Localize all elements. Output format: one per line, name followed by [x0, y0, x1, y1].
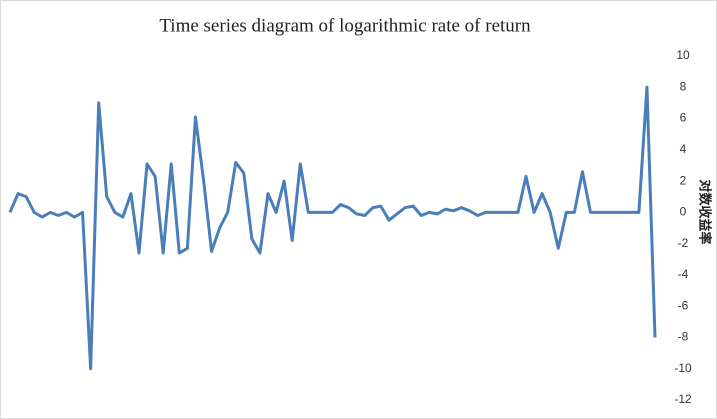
y-tick-label: -4 [678, 267, 689, 281]
y-tick-label: 0 [680, 205, 687, 219]
y-tick-label: -2 [678, 236, 689, 250]
y-tick-label: -10 [674, 361, 692, 375]
y-axis-label: 对数收益率 [697, 179, 713, 244]
y-tick-label: -6 [678, 298, 689, 312]
y-tick-label: 10 [676, 48, 690, 62]
y-tick-label: -8 [678, 330, 689, 344]
y-tick-label: 6 [680, 111, 687, 125]
y-tick-label: 8 [680, 79, 687, 93]
y-tick-label: -12 [674, 392, 692, 406]
data-line [8, 85, 657, 371]
y-tick-label: 2 [680, 173, 687, 187]
chart-title: Time series diagram of logarithmic rate … [159, 15, 531, 36]
y-tick-label: 4 [680, 142, 687, 156]
